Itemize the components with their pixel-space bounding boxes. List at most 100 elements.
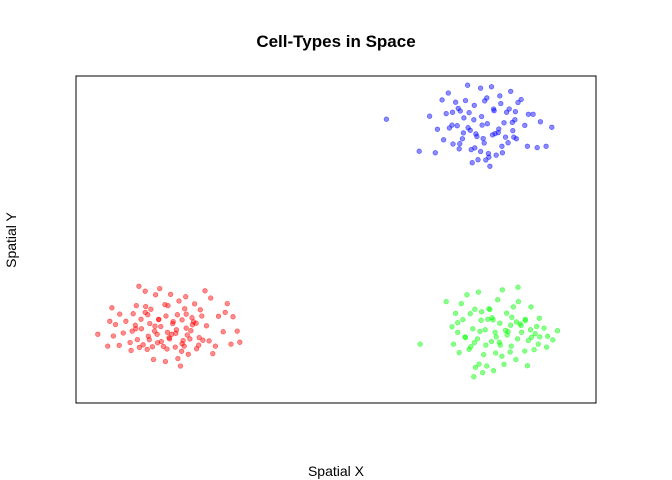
data-point-series-3 <box>543 143 549 149</box>
data-point-series-2 <box>508 322 514 328</box>
data-point-series-3 <box>477 85 484 91</box>
data-point-series-2 <box>497 320 503 326</box>
data-point-series-2 <box>452 310 459 317</box>
data-point-series-2 <box>417 341 423 347</box>
data-point-series-1 <box>215 313 222 319</box>
data-point-series-2 <box>483 342 489 348</box>
data-point-series-1 <box>136 344 143 351</box>
data-point-series-1 <box>128 347 134 354</box>
data-point-series-2 <box>466 346 472 353</box>
data-point-series-3 <box>490 106 497 112</box>
data-point-series-2 <box>528 334 535 340</box>
data-point-series-1 <box>142 288 148 294</box>
data-point-series-1 <box>107 318 113 324</box>
data-point-series-2 <box>554 328 561 334</box>
data-point-series-3 <box>466 109 472 116</box>
data-point-series-3 <box>489 132 496 138</box>
data-point-series-1 <box>95 331 101 337</box>
data-point-series-2 <box>455 329 461 336</box>
data-point-series-1 <box>183 294 189 300</box>
data-point-series-3 <box>471 102 477 109</box>
data-point-series-2 <box>531 347 537 353</box>
data-point-series-3 <box>445 90 451 96</box>
data-point-series-1 <box>174 312 181 318</box>
data-point-series-1 <box>193 346 200 352</box>
data-point-series-2 <box>468 344 474 350</box>
data-point-series-3 <box>512 108 519 115</box>
data-point-series-2 <box>537 334 543 340</box>
data-point-series-1 <box>112 321 119 328</box>
data-point-series-1 <box>234 328 240 334</box>
data-point-series-2 <box>541 325 547 331</box>
data-point-series-3 <box>478 113 485 120</box>
data-point-series-2 <box>488 338 495 345</box>
data-point-series-3 <box>518 96 524 103</box>
data-point-series-2 <box>510 304 516 310</box>
chart-title: Cell-Types in Space <box>256 32 415 51</box>
data-point-series-3 <box>481 140 487 146</box>
data-point-series-2 <box>490 367 497 374</box>
data-point-series-3 <box>480 135 486 142</box>
data-point-series-2 <box>515 298 522 305</box>
data-point-series-1 <box>133 302 139 309</box>
data-point-series-1 <box>165 302 171 309</box>
data-point-series-3 <box>512 117 518 123</box>
data-point-series-2 <box>443 298 449 305</box>
data-point-series-2 <box>508 343 514 349</box>
data-point-series-2 <box>471 374 477 380</box>
data-point-series-2 <box>544 333 551 339</box>
data-point-series-1 <box>140 342 146 348</box>
data-point-series-2 <box>518 329 525 336</box>
data-point-series-3 <box>537 119 544 125</box>
data-point-series-1 <box>177 363 184 369</box>
data-point-series-3 <box>534 144 540 151</box>
data-point-series-1 <box>187 336 193 342</box>
data-point-series-2 <box>456 349 462 356</box>
data-point-series-3 <box>457 141 463 147</box>
data-point-series-2 <box>476 361 482 367</box>
data-point-series-3 <box>522 122 528 129</box>
data-point-series-3 <box>549 124 555 130</box>
data-point-series-3 <box>498 100 504 107</box>
data-point-series-1 <box>202 288 208 294</box>
data-point-series-1 <box>154 331 160 337</box>
data-point-series-2 <box>478 317 484 323</box>
data-point-series-3 <box>469 160 475 166</box>
data-point-series-3 <box>513 136 520 142</box>
data-point-series-3 <box>525 111 532 117</box>
data-point-series-3 <box>443 110 449 117</box>
data-point-series-1 <box>145 312 151 318</box>
data-point-series-2 <box>535 341 541 347</box>
data-point-series-1 <box>143 303 149 310</box>
data-point-series-2 <box>479 369 486 376</box>
data-point-series-2 <box>493 334 499 340</box>
data-point-series-1 <box>176 298 182 304</box>
data-point-series-1 <box>160 343 167 350</box>
data-point-series-2 <box>478 309 485 315</box>
data-point-series-1 <box>189 322 196 328</box>
data-point-series-1 <box>212 343 219 349</box>
data-point-series-3 <box>456 146 462 152</box>
data-point-series-3 <box>460 130 467 136</box>
data-point-series-1 <box>148 306 154 312</box>
data-point-series-2 <box>460 316 466 323</box>
data-point-series-2 <box>477 328 483 335</box>
data-point-series-3 <box>510 127 516 134</box>
data-point-series-2 <box>497 342 503 348</box>
data-point-series-2 <box>475 289 482 295</box>
data-point-series-2 <box>449 324 455 330</box>
data-point-series-3 <box>499 150 506 156</box>
data-point-series-3 <box>416 148 422 154</box>
data-point-series-1 <box>123 318 129 324</box>
data-point-series-1 <box>185 351 191 357</box>
data-point-series-3 <box>502 134 509 140</box>
data-point-series-3 <box>505 140 511 146</box>
data-point-series-3 <box>497 93 503 99</box>
data-point-series-2 <box>534 323 540 330</box>
data-point-series-2 <box>501 361 507 368</box>
data-point-series-2 <box>471 340 477 346</box>
data-point-series-3 <box>515 99 521 106</box>
data-point-series-1 <box>164 346 170 352</box>
x-axis-label: Spatial X <box>308 463 365 479</box>
